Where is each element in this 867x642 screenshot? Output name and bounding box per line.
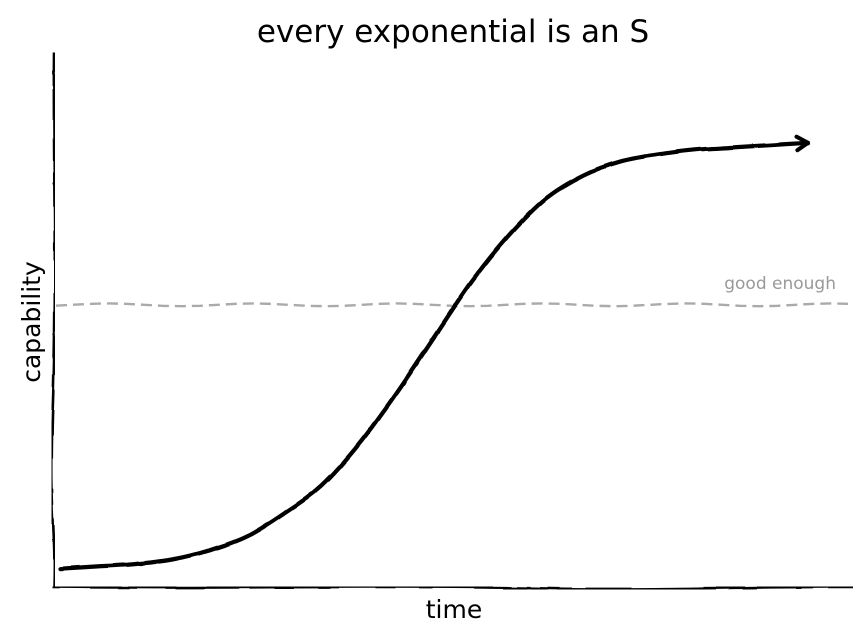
reference-line-label: good enough [724, 274, 836, 294]
y-axis [50, 51, 57, 589]
series-line [57, 140, 811, 571]
reference-line [55, 302, 849, 308]
series-layer [57, 134, 811, 571]
series-arrowhead [794, 134, 810, 153]
reference-lines: good enough [55, 274, 849, 308]
x-axis [51, 585, 854, 591]
chart-title: every exponential is an S [257, 14, 649, 50]
x-axis-label: time [426, 595, 482, 624]
y-axis-label: capability [17, 261, 46, 383]
